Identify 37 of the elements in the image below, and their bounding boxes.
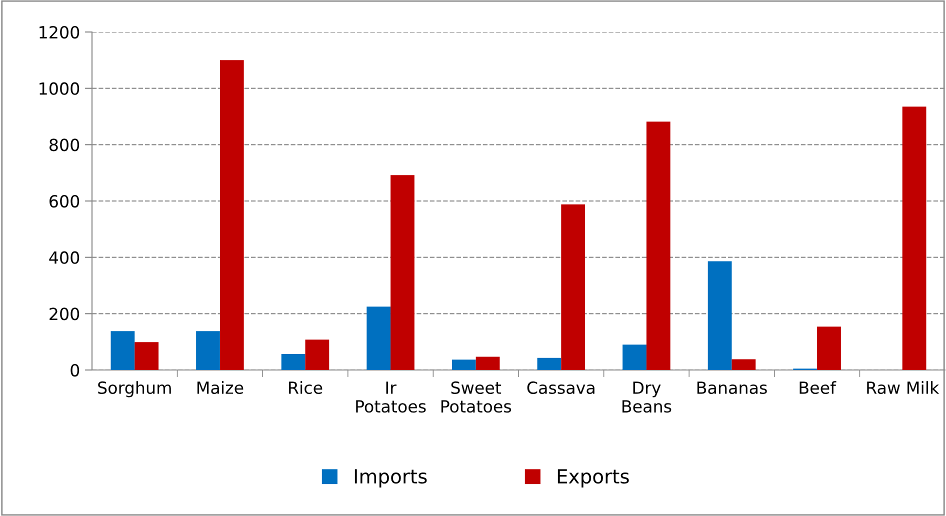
y-tick-label: 600 — [50, 194, 80, 208]
y-tick-label: 200 — [50, 308, 80, 320]
bar — [305, 340, 330, 370]
x-tick-label: Bananas — [697, 382, 767, 394]
bar — [561, 204, 586, 370]
bar — [281, 354, 306, 370]
legend-label: Imports — [354, 469, 427, 488]
y-tick-label: 800 — [50, 138, 80, 152]
bar — [110, 331, 135, 370]
x-tick-label: Rice — [289, 381, 322, 394]
bar — [646, 122, 670, 370]
bar — [476, 356, 500, 370]
bar — [220, 60, 244, 370]
bar — [817, 326, 841, 370]
x-tick-label: Sorghum — [98, 381, 171, 398]
bar — [732, 359, 756, 370]
bar — [537, 358, 562, 370]
bar — [708, 261, 732, 370]
bar — [902, 106, 926, 370]
bar — [196, 331, 220, 370]
x-tick-label: Raw Milk — [867, 381, 940, 394]
y-tick-label: 1200 — [40, 26, 80, 39]
x-tick-label: Ir Potatoes — [356, 382, 426, 413]
x-tick-label: Maize — [197, 381, 244, 394]
bar — [452, 360, 476, 370]
x-tick-label: Beef — [800, 381, 836, 394]
y-tick-label: 1000 — [40, 82, 80, 95]
bar — [622, 344, 646, 370]
x-tick-label: Cassava — [527, 381, 594, 394]
bar — [366, 306, 391, 370]
bar — [390, 175, 414, 370]
legend-label: Exports — [558, 469, 629, 488]
y-tick-label: 0 — [70, 364, 80, 377]
y-tick-label: 400 — [49, 251, 80, 264]
x-tick-label: Sweet Potatoes — [441, 381, 512, 413]
x-tick-label: Dry Beans — [622, 382, 672, 413]
bar — [134, 342, 159, 370]
